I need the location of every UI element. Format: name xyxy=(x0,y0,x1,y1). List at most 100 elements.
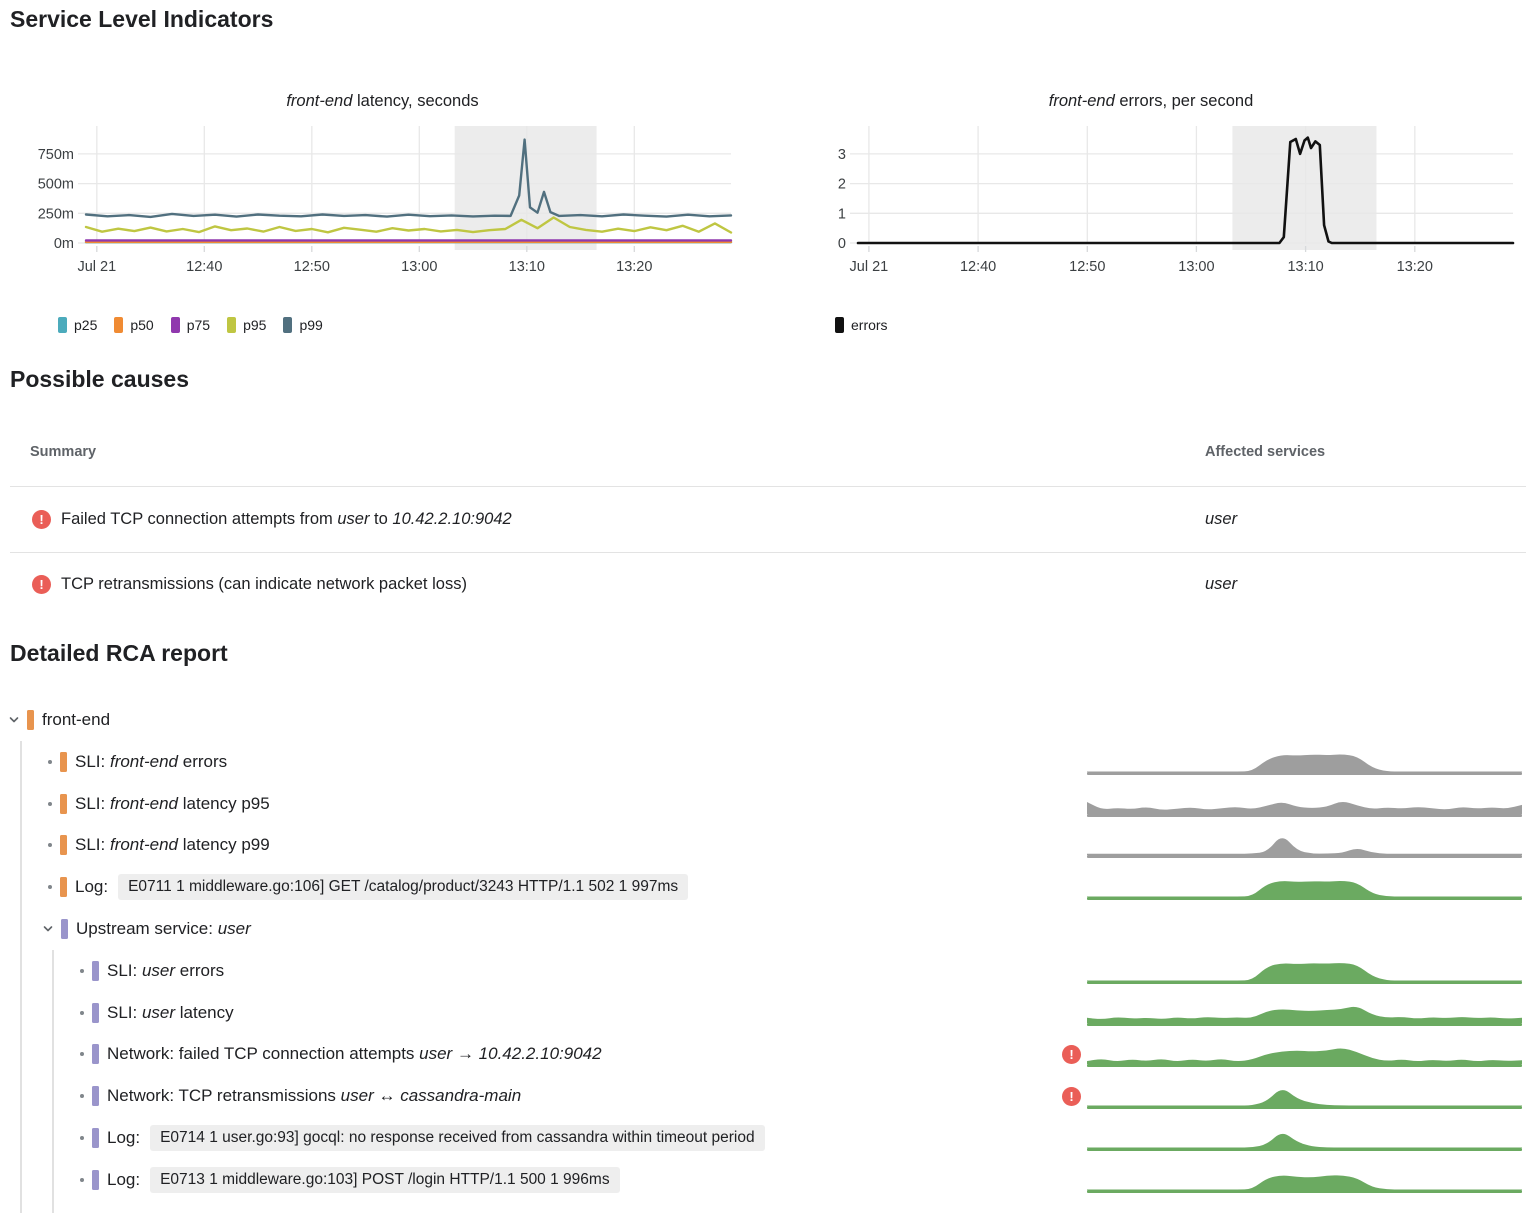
tree-row-label: SLI: front-end latency p99 xyxy=(75,835,270,855)
bullet-dot-icon xyxy=(80,1136,84,1140)
text: ↔ xyxy=(373,1086,401,1106)
italic-text: front-end xyxy=(1048,92,1115,110)
legend-item-p25[interactable]: p25 xyxy=(58,317,97,333)
tree-row-content: SLI: front-end latency p99 xyxy=(48,824,270,866)
log-message-chip: E0713 1 middleware.go:103] POST /login H… xyxy=(150,1166,620,1193)
bullet-dot-icon xyxy=(48,885,52,890)
log-message-chip: E0711 1 middleware.go:106] GET /catalog/… xyxy=(118,874,689,901)
legend-label: p95 xyxy=(243,317,267,333)
sparkline xyxy=(1087,754,1522,775)
node-type-bar-icon xyxy=(92,1128,99,1148)
x-axis-tick-label: Jul 21 xyxy=(850,259,889,275)
tree-row-front-end[interactable]: front-end xyxy=(0,699,1536,741)
legend-swatch-errors xyxy=(835,317,844,333)
legend-item-errors[interactable]: errors xyxy=(835,317,888,333)
x-axis-tick-label: 13:00 xyxy=(401,259,437,275)
cause-row[interactable]: ! TCP retransmissions (can indicate netwo… xyxy=(10,552,1526,616)
bullet-dot-icon xyxy=(48,801,52,806)
y-axis-tick-label: 3 xyxy=(838,147,846,163)
y-axis-tick-label: 750m xyxy=(38,147,74,163)
legend-swatch-p99 xyxy=(283,317,293,333)
tree-row-label: SLI: user latency xyxy=(107,1003,234,1023)
node-type-bar-icon xyxy=(92,1086,99,1107)
tree-row-sli-front-end-errors: SLI: front-end errors xyxy=(0,741,1536,783)
tree-row-upstream-user[interactable]: Upstream service: user xyxy=(0,908,1536,950)
legend-swatch-p50 xyxy=(114,317,124,333)
node-type-bar-icon xyxy=(92,1002,99,1023)
italic-text: user xyxy=(337,509,370,528)
legend-item-p99[interactable]: p99 xyxy=(283,317,323,333)
bullet-dot-icon xyxy=(48,843,52,848)
errors-chart-legend: errors xyxy=(835,316,888,334)
legend-item-p95[interactable]: p95 xyxy=(227,317,266,333)
italic-text: front-end xyxy=(109,835,179,855)
tree-row-sli-user-latency: SLI: user latency xyxy=(0,992,1536,1034)
node-type-bar-icon xyxy=(60,877,67,898)
tree-row-content: Network: failed TCP connection attempts … xyxy=(80,1033,602,1075)
tree-row-label: front-end xyxy=(42,710,110,730)
sparkline xyxy=(1087,1133,1522,1151)
tree-row-net-retransmissions: Network: TCP retransmissions user ↔ cass… xyxy=(0,1075,1536,1117)
bullet-dot-icon xyxy=(80,1094,84,1099)
chevron-down-icon[interactable] xyxy=(8,714,20,726)
sparkline xyxy=(1087,881,1522,901)
section-title-causes: Possible causes xyxy=(10,366,189,392)
tree-row-label: SLI: front-end errors xyxy=(75,752,227,772)
text: errors xyxy=(178,751,228,771)
tree-row-content: Log: E0711 1 middleware.go:106] GET /cata… xyxy=(48,866,689,908)
text: Log: xyxy=(107,1169,141,1189)
anomaly-highlight-region xyxy=(1232,126,1377,250)
text: latency, seconds xyxy=(352,92,479,110)
legend-item-p50[interactable]: p50 xyxy=(114,317,154,333)
italic-text: user xyxy=(1205,574,1238,593)
latency-chart-plot[interactable]: 0m 250m 500m 750m Jul 21 12:40 12:50 13:00 13:10… xyxy=(10,118,755,290)
text: TCP retransmissions (can indicate networ… xyxy=(61,574,467,593)
text: errors xyxy=(175,960,225,980)
tree-row-label: Network: failed TCP connection attempts … xyxy=(107,1044,602,1064)
node-type-bar-icon xyxy=(92,960,99,981)
tree-row-log-e0713: Log: E0713 1 middleware.go:103] POST /log… xyxy=(0,1159,1536,1201)
italic-text: user xyxy=(340,1086,374,1106)
italic-text: front-end xyxy=(109,793,179,813)
italic-text: user xyxy=(419,1044,453,1064)
series-errors xyxy=(856,136,1515,245)
y-axis-tick-label: 0 xyxy=(838,236,846,252)
section-title-sli: Service Level Indicators xyxy=(10,6,274,32)
tree-row-content: Log: E0713 1 middleware.go:103] POST /log… xyxy=(80,1159,620,1201)
chevron-down-icon[interactable] xyxy=(42,923,54,935)
x-axis-tick-label: 13:20 xyxy=(1397,259,1433,275)
tree-row-content: Network: TCP retransmissions user ↔ cass… xyxy=(80,1075,521,1117)
text: SLI: xyxy=(75,835,110,855)
table-divider xyxy=(10,486,1526,487)
cause-row[interactable]: ! Failed TCP connection attempts from use… xyxy=(10,486,1526,552)
italic-text: 10.42.2.10:9042 xyxy=(478,1044,602,1064)
tree-row-content: SLI: user errors xyxy=(80,950,224,992)
tree-row-content: Log: E0714 1 user.go:93] gocql: no respon… xyxy=(80,1117,765,1159)
text: SLI: xyxy=(107,1002,142,1022)
y-axis-tick-label: 250m xyxy=(38,206,74,222)
x-axis-tick-label: 13:10 xyxy=(509,259,545,275)
y-axis-tick-label: 0m xyxy=(54,236,74,252)
x-axis-tick-label: 12:40 xyxy=(186,259,222,275)
series-p95 xyxy=(84,216,733,234)
legend-item-p75[interactable]: p75 xyxy=(170,317,211,333)
legend-label: errors xyxy=(851,317,888,333)
bullet-dot-icon xyxy=(80,1010,84,1015)
tree-row-content: SLI: user latency xyxy=(80,992,234,1034)
cause-summary: Failed TCP connection attempts from user… xyxy=(61,510,512,529)
legend-label: p75 xyxy=(186,317,211,333)
y-axis-tick-label: 1 xyxy=(838,206,846,222)
x-axis-tick-label: 13:20 xyxy=(616,259,652,275)
italic-text: 10.42.2.10:9042 xyxy=(392,509,512,528)
errors-chart-plot[interactable]: 0 1 2 3 Jul 21 12:40 12:50 13:00 13:10 13:20 xyxy=(776,118,1526,290)
tree-row-label: Network: TCP retransmissions user ↔ cass… xyxy=(107,1086,521,1106)
tree-row-sli-front-end-latency-p99: SLI: front-end latency p99 xyxy=(0,824,1536,866)
text: → xyxy=(452,1044,479,1064)
tree-guide-line xyxy=(20,741,22,1213)
italic-text: user xyxy=(1205,509,1238,528)
tree-guide-line xyxy=(52,950,54,1213)
x-axis-tick-label: 13:00 xyxy=(1178,259,1214,275)
text: SLI: xyxy=(75,793,110,813)
node-type-bar-icon xyxy=(60,793,67,814)
